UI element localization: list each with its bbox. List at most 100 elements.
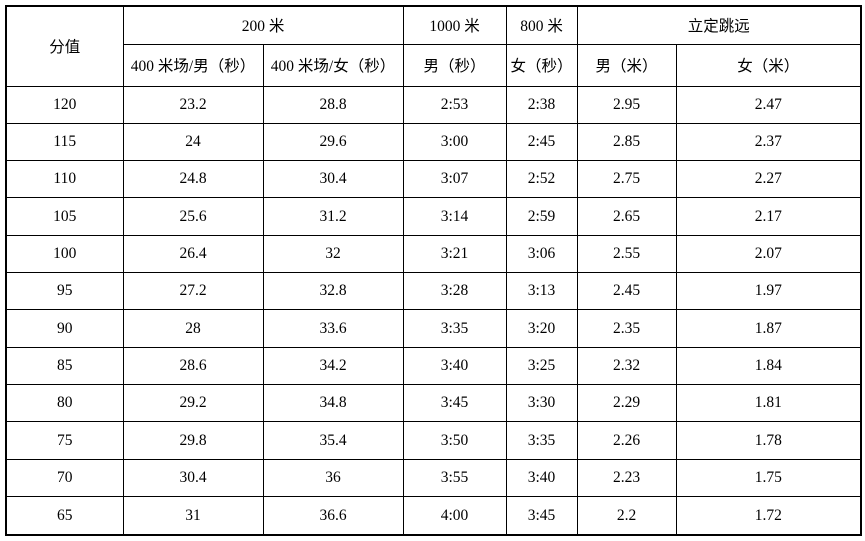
value-cell: 3:35 [505,421,578,460]
header-1000m: 1000 米 [402,5,507,45]
value-cell: 1.78 [675,421,862,460]
value-cell: 3:07 [402,160,507,199]
score-cell: 110 [5,160,124,199]
value-cell: 2.75 [576,160,677,199]
value-cell: 36.6 [262,496,404,536]
value-cell: 2.29 [576,384,677,423]
value-cell: 2:45 [505,122,578,162]
value-cell: 2.26 [576,421,677,460]
value-cell: 1.84 [675,346,862,386]
value-cell: 27.2 [122,272,264,311]
value-cell: 2:53 [402,85,507,124]
score-cell: 100 [5,234,124,274]
header-200m-male: 400 米场/男（秒） [122,43,264,87]
score-cell: 80 [5,384,124,423]
table-row: 95 27.2 32.8 3:28 3:13 2.45 1.97 [5,272,862,311]
score-cell: 120 [5,85,124,124]
value-cell: 2.37 [675,122,862,162]
value-cell: 32 [262,234,404,274]
table-row: 75 29.8 35.4 3:50 3:35 2.26 1.78 [5,421,862,460]
header-800m-female: 女（秒） [505,43,578,87]
header-200m-female: 400 米场/女（秒） [262,43,404,87]
table-row: 115 24 29.6 3:00 2:45 2.85 2.37 [5,122,862,162]
table-row: 120 23.2 28.8 2:53 2:38 2.95 2.47 [5,85,862,124]
value-cell: 2.45 [576,272,677,311]
value-cell: 3:45 [402,384,507,423]
value-cell: 2.47 [675,85,862,124]
value-cell: 28 [122,309,264,348]
value-cell: 2.65 [576,197,677,236]
value-cell: 30.4 [122,458,264,498]
header-group-row: 分值 200 米 1000 米 800 米 立定跳远 [5,5,862,87]
table-row: 105 25.6 31.2 3:14 2:59 2.65 2.17 [5,197,862,236]
value-cell: 31 [122,496,264,536]
value-cell: 3:45 [505,496,578,536]
score-cell: 65 [5,496,124,536]
score-cell: 115 [5,122,124,162]
value-cell: 34.8 [262,384,404,423]
table-row: 65 31 36.6 4:00 3:45 2.2 1.72 [5,496,862,536]
table-header: 分值 200 米 1000 米 800 米 立定跳远 400 米场/男（秒） 4… [5,5,862,87]
value-cell: 1.97 [675,272,862,311]
value-cell: 2:38 [505,85,578,124]
value-cell: 25.6 [122,197,264,236]
value-cell: 35.4 [262,421,404,460]
value-cell: 2.35 [576,309,677,348]
score-cell: 95 [5,272,124,311]
value-cell: 28.6 [122,346,264,386]
value-cell: 28.8 [262,85,404,124]
value-cell: 3:13 [505,272,578,311]
header-800m: 800 米 [505,5,578,45]
value-cell: 2.55 [576,234,677,274]
value-cell: 3:00 [402,122,507,162]
value-cell: 30.4 [262,160,404,199]
value-cell: 2.07 [675,234,862,274]
value-cell: 36 [262,458,404,498]
table-row: 85 28.6 34.2 3:40 3:25 2.32 1.84 [5,346,862,386]
value-cell: 2:52 [505,160,578,199]
header-sub-row: 400 米场/男（秒） 400 米场/女（秒） 男（秒） 女（秒） 男（米） 女… [6,43,862,87]
header-1000m-male: 男（秒） [402,43,507,87]
value-cell: 32.8 [262,272,404,311]
value-cell: 1.81 [675,384,862,423]
score-cell: 75 [5,421,124,460]
score-cell: 85 [5,346,124,386]
table-row: 110 24.8 30.4 3:07 2:52 2.75 2.27 [5,160,862,199]
value-cell: 34.2 [262,346,404,386]
fitness-score-table-container: 分值 200 米 1000 米 800 米 立定跳远 400 米场/男（秒） 4… [5,5,863,536]
value-cell: 29.6 [262,122,404,162]
value-cell: 2.95 [576,85,677,124]
value-cell: 2.23 [576,458,677,498]
value-cell: 3:14 [402,197,507,236]
value-cell: 2:59 [505,197,578,236]
table-row: 70 30.4 36 3:55 3:40 2.23 1.75 [5,458,862,498]
header-jump-female: 女（米） [675,43,862,87]
value-cell: 4:00 [402,496,507,536]
header-jump-male: 男（米） [576,43,677,87]
value-cell: 26.4 [122,234,264,274]
value-cell: 2.85 [576,122,677,162]
value-cell: 1.87 [675,309,862,348]
table-body: 120 23.2 28.8 2:53 2:38 2.95 2.47 115 24 29.6 3:00… [5,85,862,536]
header-long-jump: 立定跳远 [576,5,862,45]
value-cell: 3:50 [402,421,507,460]
fitness-score-table: 分值 200 米 1000 米 800 米 立定跳远 400 米场/男（秒） 4… [5,5,863,536]
value-cell: 31.2 [262,197,404,236]
table-row: 90 28 33.6 3:35 3:20 2.35 1.87 [5,309,862,348]
value-cell: 24.8 [122,160,264,199]
value-cell: 3:21 [402,234,507,274]
value-cell: 2.17 [675,197,862,236]
value-cell: 29.2 [122,384,264,423]
value-cell: 23.2 [122,85,264,124]
value-cell: 24 [122,122,264,162]
value-cell: 3:30 [505,384,578,423]
score-cell: 90 [5,309,124,348]
table-row: 80 29.2 34.8 3:45 3:30 2.29 1.81 [5,384,862,423]
value-cell: 1.75 [675,458,862,498]
value-cell: 3:55 [402,458,507,498]
table-row: 100 26.4 32 3:21 3:06 2.55 2.07 [5,234,862,274]
value-cell: 3:20 [505,309,578,348]
value-cell: 3:06 [505,234,578,274]
score-cell: 70 [5,458,124,498]
value-cell: 3:40 [402,346,507,386]
